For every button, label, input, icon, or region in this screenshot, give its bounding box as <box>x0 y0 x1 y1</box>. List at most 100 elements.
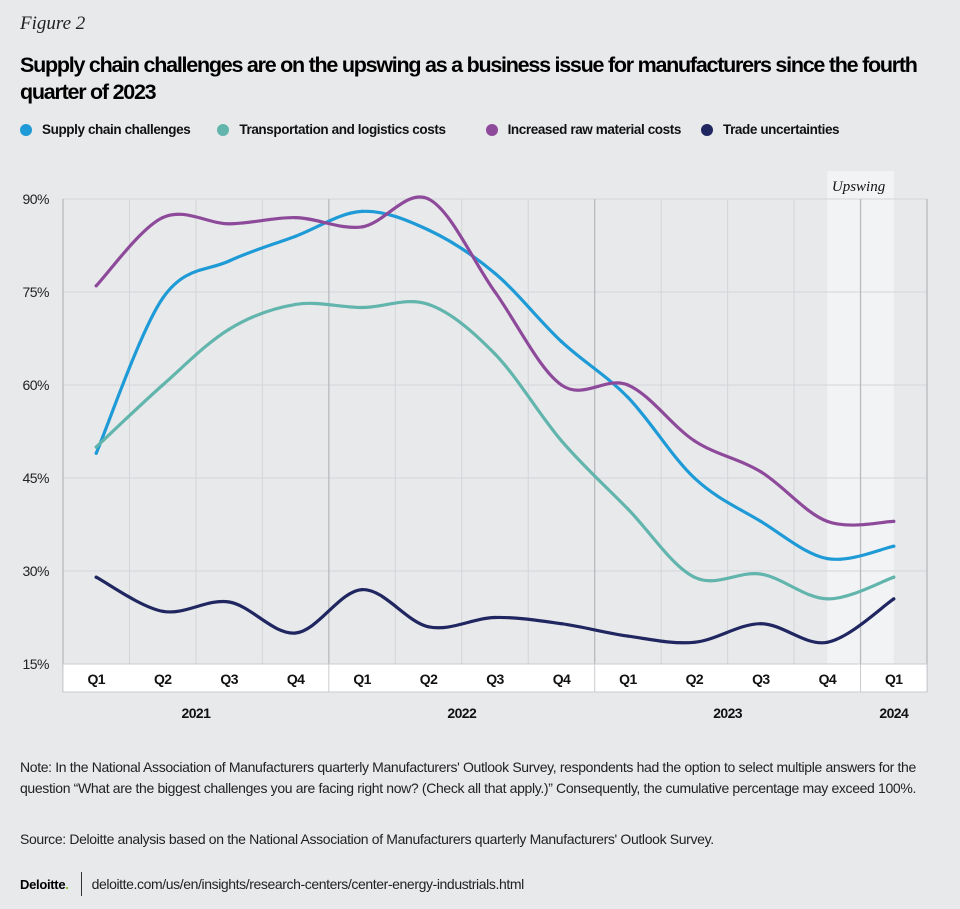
data-point-increased-raw-material-costs <box>825 519 829 524</box>
legend-item-trade: Trade uncertainties <box>700 122 840 137</box>
data-point-increased-raw-material-costs <box>294 216 298 220</box>
data-point-increased-raw-material-costs <box>692 439 696 443</box>
data-point-trade-uncertainties <box>825 640 829 644</box>
footer: Deloitte. deloitte.com/us/en/insights/re… <box>20 872 524 896</box>
data-point-transportation-and-logistics-costs <box>759 572 763 576</box>
y-tick-label: 60% <box>22 377 49 393</box>
data-point-trade-uncertainties <box>559 622 564 626</box>
data-point-increased-raw-material-costs <box>559 383 564 387</box>
data-point-transportation-and-logistics-costs <box>493 352 497 356</box>
data-point-supply-chain-challenges <box>426 228 431 232</box>
upswing-label: Upswing <box>832 179 886 195</box>
legend-swatch-icon <box>485 123 498 136</box>
year-label: 2022 <box>447 705 477 721</box>
data-point-trade-uncertainties <box>892 597 896 601</box>
data-point-supply-chain-challenges <box>360 209 364 213</box>
data-point-trade-uncertainties <box>227 600 231 604</box>
data-point-increased-raw-material-costs <box>94 284 98 288</box>
data-point-supply-chain-challenges <box>825 557 829 561</box>
series-line-transportation-and-logistics-costs <box>94 300 896 601</box>
legend-swatch-icon <box>217 123 230 136</box>
year-label: 2023 <box>713 705 743 721</box>
data-point-trade-uncertainties <box>161 609 165 613</box>
x-tick-label: Q3 <box>486 671 504 687</box>
data-point-supply-chain-challenges <box>94 451 98 455</box>
chart-title: Supply chain challenges are on the upswi… <box>20 53 918 104</box>
data-point-supply-chain-challenges <box>626 395 630 399</box>
legend-label: Increased raw material costs <box>507 122 682 137</box>
legend: Supply chain challenges Transportation a… <box>20 122 840 137</box>
data-point-increased-raw-material-costs <box>892 519 896 524</box>
data-point-increased-raw-material-costs <box>626 383 630 387</box>
data-point-transportation-and-logistics-costs <box>426 302 431 306</box>
data-point-increased-raw-material-costs <box>426 197 431 201</box>
figure-label: Figure 2 <box>20 13 86 34</box>
data-point-trade-uncertainties <box>294 631 298 635</box>
x-tick-label: Q2 <box>420 671 438 687</box>
data-point-increased-raw-material-costs <box>161 216 165 220</box>
chart-note: Note: In the National Association of Man… <box>20 759 916 796</box>
x-axis-band <box>62 663 928 693</box>
legend-label: Trade uncertainties <box>722 122 840 137</box>
x-tick-label: Q4 <box>553 671 571 687</box>
y-tick-label: 90% <box>22 191 49 207</box>
x-tick-label: Q1 <box>885 671 903 687</box>
data-point-transportation-and-logistics-costs <box>161 383 165 387</box>
data-point-trade-uncertainties <box>360 588 364 592</box>
data-point-supply-chain-challenges <box>161 296 165 300</box>
x-tick-label: Q2 <box>686 671 704 687</box>
data-point-supply-chain-challenges <box>294 234 298 238</box>
y-tick-label: 75% <box>22 284 49 300</box>
data-point-increased-raw-material-costs <box>360 225 364 229</box>
data-point-transportation-and-logistics-costs <box>294 302 298 306</box>
footer-url[interactable]: deloitte.com/us/en/insights/research-cen… <box>91 876 525 892</box>
data-point-transportation-and-logistics-costs <box>892 575 896 579</box>
footer-divider <box>80 872 82 896</box>
year-label: 2021 <box>182 705 212 721</box>
data-point-increased-raw-material-costs <box>493 290 497 294</box>
data-point-trade-uncertainties <box>426 625 431 629</box>
x-tick-label: Q4 <box>819 671 837 687</box>
data-point-supply-chain-challenges <box>892 544 896 548</box>
series-line-increased-raw-material-costs <box>94 195 896 527</box>
x-tick-label: Q3 <box>220 671 238 687</box>
data-point-trade-uncertainties <box>94 575 98 579</box>
x-tick-label: Q3 <box>752 671 770 687</box>
y-tick-label: 30% <box>22 563 49 579</box>
data-point-trade-uncertainties <box>493 615 497 620</box>
data-point-supply-chain-challenges <box>493 271 497 275</box>
data-point-supply-chain-challenges <box>559 340 564 344</box>
legend-swatch-icon <box>20 123 32 136</box>
data-point-trade-uncertainties <box>759 622 763 626</box>
x-tick-label: Q1 <box>619 671 637 687</box>
legend-label: Transportation and logistics costs <box>239 122 446 137</box>
y-tick-label: 45% <box>22 470 49 486</box>
data-point-transportation-and-logistics-costs <box>227 327 231 331</box>
data-point-supply-chain-challenges <box>227 259 231 263</box>
data-point-supply-chain-challenges <box>759 519 763 524</box>
data-point-transportation-and-logistics-costs <box>360 305 364 310</box>
logo-text: Deloitte <box>20 876 66 892</box>
deloitte-logo: Deloitte. <box>20 876 69 892</box>
x-tick-label: Q1 <box>87 671 105 687</box>
data-point-transportation-and-logistics-costs <box>825 597 829 601</box>
series-line-trade-uncertainties <box>94 575 896 645</box>
x-tick-label: Q2 <box>154 671 172 687</box>
year-label: 2024 <box>879 705 909 721</box>
y-tick-label: 15% <box>22 656 49 672</box>
legend-item-transportation: Transportation and logistics costs <box>217 122 446 137</box>
data-point-increased-raw-material-costs <box>759 470 763 474</box>
data-point-increased-raw-material-costs <box>227 222 231 226</box>
legend-item-raw-material: Increased raw material costs <box>485 122 682 137</box>
data-point-supply-chain-challenges <box>692 476 696 480</box>
data-point-trade-uncertainties <box>626 634 630 638</box>
legend-swatch-icon <box>700 123 713 136</box>
data-point-trade-uncertainties <box>692 640 696 644</box>
x-tick-label: Q4 <box>287 671 305 687</box>
data-point-transportation-and-logistics-costs <box>692 575 696 579</box>
data-point-transportation-and-logistics-costs <box>559 439 564 443</box>
chart-source: Source: Deloitte analysis based on the N… <box>20 831 714 847</box>
data-point-transportation-and-logistics-costs <box>94 445 98 449</box>
legend-item-supply-chain: Supply chain challenges <box>20 122 191 137</box>
